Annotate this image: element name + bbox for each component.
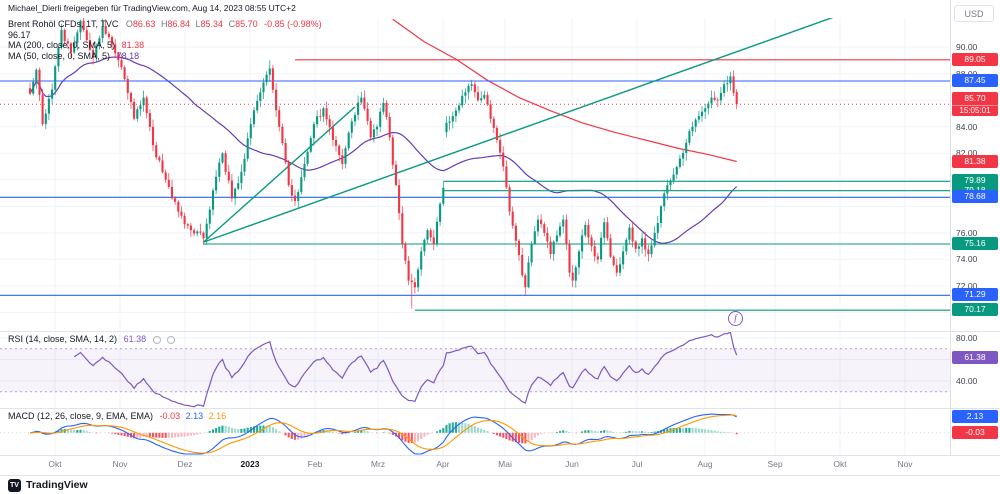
event-marker-icon[interactable]: f bbox=[728, 311, 743, 326]
scale-tick-label: 72.00 bbox=[956, 280, 978, 291]
ma200-legend-value: 81.38 bbox=[121, 40, 145, 50]
countdown-timer: 15:05:01 bbox=[952, 105, 998, 116]
month-label: Jul bbox=[631, 459, 643, 469]
price-label-badge: 2.13 bbox=[952, 410, 998, 424]
pane-separator[interactable] bbox=[0, 331, 1000, 332]
price-label-badge: 85.70 15:05:01 bbox=[952, 92, 998, 117]
price-label-badge: 70.17 bbox=[952, 303, 998, 317]
trend-line[interactable] bbox=[203, 10, 854, 243]
month-label: Jun bbox=[565, 459, 579, 469]
price-scale[interactable]: 90.00 88.00 84.00 82.00 76.00 74.00 72.00 80.00… bbox=[950, 0, 1000, 456]
rsi-legend-value: 61.38 bbox=[123, 334, 147, 344]
month-label: Okt bbox=[833, 459, 847, 469]
macd-legend-label: MACD (12, 26, close, 9, EMA, EMA) bbox=[8, 411, 154, 421]
scale-tick-label: 82.00 bbox=[956, 148, 978, 159]
candlestick-series[interactable] bbox=[28, 15, 738, 309]
rsi-legend-label: RSI (14, close, SMA, 14, 2) bbox=[8, 334, 118, 344]
price-label-badge: 87.45 bbox=[952, 73, 998, 87]
month-label: Dez bbox=[177, 459, 193, 469]
ohlc-low-label: L bbox=[195, 19, 201, 29]
month-label: Aug bbox=[697, 459, 713, 469]
ohlc-low-value: 85.34 bbox=[200, 19, 224, 29]
ohlc-high-label: H bbox=[160, 19, 168, 29]
legend-secondary-row: 96.17 bbox=[8, 30, 322, 41]
macd-legend[interactable]: MACD (12, 26, close, 9, EMA, EMA) -0.03 … bbox=[8, 411, 226, 421]
month-label: Feb bbox=[307, 459, 323, 469]
scale-tick-label: 90.00 bbox=[956, 42, 978, 53]
tradingview-brand-text: TradingView bbox=[26, 479, 88, 491]
currency-button[interactable]: USD bbox=[954, 5, 994, 22]
rsi-eye-icon[interactable] bbox=[152, 335, 161, 344]
price-label-badge: 78.68 bbox=[952, 190, 998, 204]
macd-hist-value: -0.03 bbox=[159, 411, 181, 421]
scale-tick-label: 84.00 bbox=[956, 121, 978, 132]
symbol-title[interactable]: Brent Rohöl CFDs, 1T, TVC bbox=[8, 19, 119, 29]
price-label-badge: 71.29 bbox=[952, 288, 998, 302]
scale-tick-label: 74.00 bbox=[956, 254, 978, 265]
month-label: Nov bbox=[897, 459, 913, 469]
month-label: Mrz bbox=[370, 459, 386, 469]
macd-signal-value: 2.16 bbox=[208, 411, 227, 421]
price-label-badge: 61.38 bbox=[952, 351, 998, 365]
ohlc-open-value: 86.63 bbox=[132, 19, 156, 29]
ohlc-open-label: O bbox=[125, 19, 133, 29]
rsi-line[interactable] bbox=[73, 331, 738, 408]
pane-separator bbox=[0, 455, 1000, 456]
macd-histogram[interactable] bbox=[30, 422, 738, 444]
ma50-line[interactable] bbox=[29, 56, 738, 244]
macd-line-value: 2.13 bbox=[185, 411, 204, 421]
ma200-line[interactable] bbox=[392, 18, 737, 163]
rsi-legend[interactable]: RSI (14, close, SMA, 14, 2) 61.38 bbox=[8, 334, 176, 344]
change-value: -0.85 (-0.98%) bbox=[264, 19, 322, 29]
rsi-band bbox=[0, 348, 950, 392]
symbol-legend-row: Brent Rohöl CFDs, 1T, TVC O86.63 H86.84 … bbox=[8, 19, 322, 30]
month-label: Sep bbox=[767, 459, 783, 469]
macd-signal-line[interactable] bbox=[29, 414, 737, 454]
price-label-badge: 81.38 bbox=[952, 154, 998, 168]
legend-secondary-value: 96.17 bbox=[8, 29, 31, 40]
price-pane bbox=[0, 10, 950, 311]
tradingview-logo[interactable]: TV TradingView bbox=[8, 478, 88, 492]
month-label: 2023 bbox=[240, 459, 260, 469]
bottom-bar: TV TradingView bbox=[0, 475, 1000, 494]
ma50-legend-label: MA (50, close, 0, SMA, 5) bbox=[8, 50, 111, 61]
symbol-legend[interactable]: Brent Rohöl CFDs, 1T, TVC O86.63 H86.84 … bbox=[8, 19, 322, 61]
ohlc-high-value: 86.84 bbox=[167, 19, 190, 29]
ohlc-close-value: 85.70 bbox=[235, 19, 258, 29]
tradingview-logo-icon: TV bbox=[8, 478, 21, 492]
month-label: Apr bbox=[436, 459, 450, 469]
scale-tick-label: 40.00 bbox=[956, 376, 978, 386]
price-label-badge: 89.05 bbox=[952, 52, 998, 66]
ma50-legend-value: 78.18 bbox=[116, 50, 140, 61]
time-axis[interactable]: Okt Nov Dez 2023 Feb Mrz Apr Mai Jun Jul Aug Sep Okt… bbox=[0, 456, 1000, 475]
ma200-legend-row[interactable]: MA (200, close, 0, SMA, 5) 81.38 bbox=[8, 40, 322, 51]
scale-tick-label: 88.00 bbox=[956, 69, 977, 79]
scale-tick-label: 76.00 bbox=[956, 227, 978, 238]
pane-separator[interactable] bbox=[0, 408, 1000, 409]
month-label: Okt bbox=[48, 459, 62, 469]
ma200-legend-label: MA (200, close, 0, SMA, 5) bbox=[8, 40, 116, 50]
scale-tick-label: 80.00 bbox=[956, 333, 978, 343]
share-banner-text: Michael_Dierli freigegeben für TradingVi… bbox=[8, 3, 296, 13]
month-label: Nov bbox=[112, 459, 128, 469]
rsi-settings-icon[interactable] bbox=[167, 335, 176, 344]
ma50-legend-row[interactable]: MA (50, close, 0, SMA, 5) 78.18 bbox=[8, 51, 322, 62]
month-label: Mai bbox=[498, 459, 512, 469]
ohlc-close-label: C bbox=[228, 19, 236, 29]
chart-canvas[interactable] bbox=[0, 0, 950, 456]
price-label-badge: 75.16 bbox=[952, 236, 998, 250]
price-label-badge: -0.03 bbox=[952, 426, 998, 440]
